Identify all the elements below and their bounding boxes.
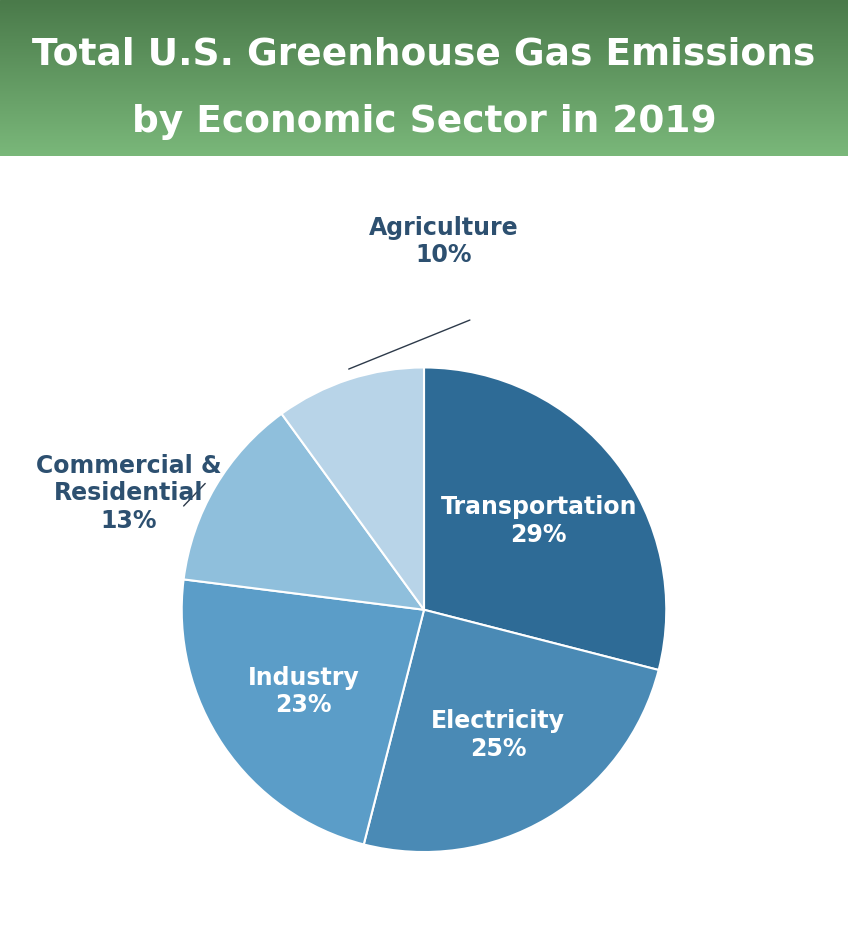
Wedge shape bbox=[424, 367, 667, 670]
Text: Transportation
29%: Transportation 29% bbox=[441, 495, 637, 547]
Wedge shape bbox=[181, 579, 424, 844]
Text: Agriculture
10%: Agriculture 10% bbox=[369, 216, 518, 267]
Wedge shape bbox=[184, 414, 424, 610]
Text: Industry
23%: Industry 23% bbox=[248, 666, 360, 717]
Wedge shape bbox=[282, 367, 424, 610]
Text: Electricity
25%: Electricity 25% bbox=[431, 709, 565, 761]
Text: Total U.S. Greenhouse Gas Emissions: Total U.S. Greenhouse Gas Emissions bbox=[32, 36, 816, 73]
Text: Commercial &
Residential
13%: Commercial & Residential 13% bbox=[36, 454, 221, 533]
Text: by Economic Sector in 2019: by Economic Sector in 2019 bbox=[131, 104, 717, 140]
Wedge shape bbox=[364, 610, 659, 852]
